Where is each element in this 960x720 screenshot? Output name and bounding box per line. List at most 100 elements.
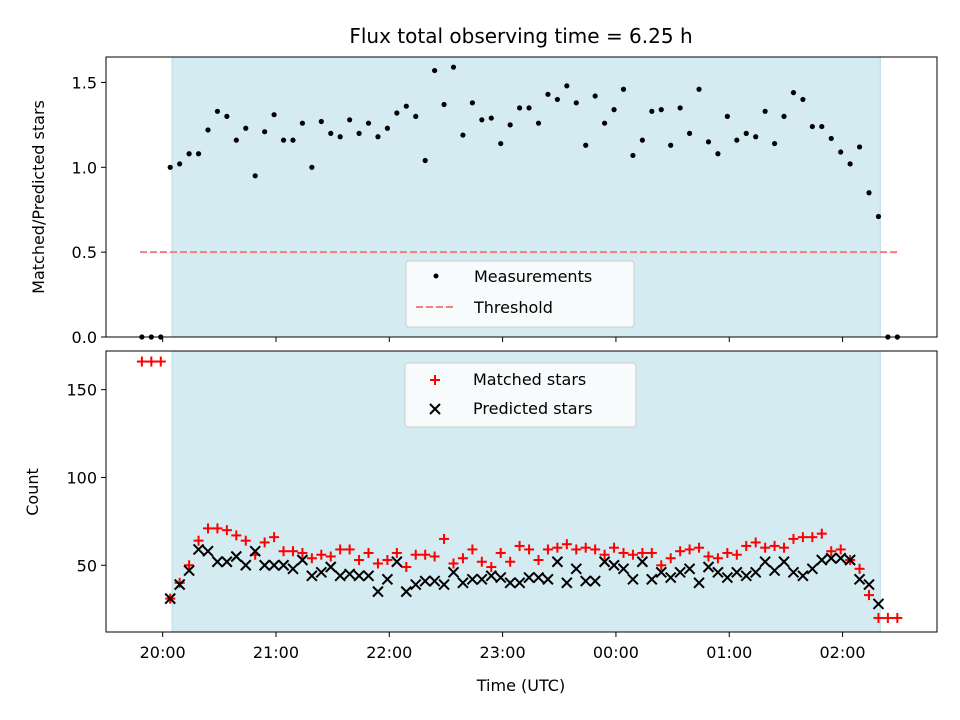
measurement-point [195,151,202,157]
measurement-point [186,151,192,157]
measurement-point [167,164,173,170]
predicted-point [797,570,809,582]
predicted-point [570,563,582,575]
measurement-point [233,137,239,143]
top-legend-box [405,260,635,328]
matched-point [873,612,884,623]
y-tick-label: 150 [66,381,97,400]
matched-point [807,532,818,543]
measurement-point [724,113,730,119]
matched-point [136,356,147,367]
measurement-point [441,101,447,108]
predicted-point [164,592,176,605]
measurement-point [620,86,627,92]
matched-point [882,612,893,623]
measurement-point [573,100,579,106]
matched-point [278,546,289,557]
y-tick-label: 100 [66,468,97,487]
predicted-point [580,575,592,587]
measurement-point [375,134,381,140]
matched-point [259,537,270,548]
measurement-point [847,161,853,167]
legend-predicted-label: Predicted stars [473,399,593,418]
matched-point [240,535,251,546]
bottom-y-axis-label: Count [23,468,42,516]
measurement-point [771,140,778,147]
top-y-axis: 0.0 0.5 1.0 1.5 [72,73,106,347]
predicted-point [759,556,771,568]
matched-point [779,542,790,553]
measurement-point [460,132,466,138]
matched-point [750,537,761,548]
measurement-point [611,107,617,113]
measurement-point [177,161,183,167]
matched-point [363,547,374,558]
x-tick-label: 00:00 [593,643,639,662]
measurement-point [800,96,806,103]
predicted-point [561,577,573,589]
matched-point [155,356,166,367]
matched-point [675,546,686,557]
matched-point [287,546,298,557]
measurement-point [602,120,608,126]
measurement-point [639,137,645,143]
measurement-point [328,130,334,136]
predicted-point [447,566,460,578]
matched-point [561,539,572,550]
measurement-point [564,83,570,89]
predicted-point [476,573,488,586]
measurement-point [875,213,882,220]
matched-point [325,551,336,562]
bottom-axes-frame [105,350,938,633]
measurement-point [394,110,400,116]
predicted-point [749,566,762,578]
matched-point [627,549,638,560]
matched-point [514,540,525,551]
predicted-point [495,571,507,584]
predicted-point [702,561,715,573]
matched-point [372,558,383,569]
matched-point [335,544,346,555]
predicted-point [192,543,205,556]
bottom-y-axis: 50 100 150 [66,381,106,575]
predicted-point [844,554,856,566]
measurement-point [856,144,863,150]
predicted-point [183,564,195,577]
measurement-point [432,67,438,74]
matched-point [495,547,506,558]
predicted-point [542,573,554,586]
predicted-point [712,566,724,578]
measurement-point [309,164,315,170]
legend-matched-marker [430,375,440,385]
matched-point [439,533,450,544]
matched-point [306,553,317,564]
x-tick-label: 02:00 [820,643,866,662]
predicted-point [872,598,885,610]
measurement-point [507,122,513,128]
matched-point [892,612,903,623]
measurement-point [715,151,721,157]
matched-point [684,544,695,555]
predicted-point [325,561,337,573]
predicted-point [372,585,384,598]
top-panel: 0.0 0.5 1.0 1.5 Matched/Predicted stars Mea… [29,56,938,347]
matched-point [769,540,780,551]
measurement-point [224,113,230,119]
y-tick-label: 50 [77,556,97,575]
bottom-x-axis: 20:00 21:00 22:00 23:00 00:00 01:00 02:00 [140,632,866,662]
measurement-point [318,118,324,125]
measurement-point [649,108,655,114]
predicted-point [362,570,375,582]
predicted-point [636,556,649,568]
matched-point [835,544,846,555]
predicted-point [438,578,450,591]
matched-point [401,562,412,573]
matched-point [599,549,610,560]
matched-point [344,544,355,555]
predicted-point [410,578,422,591]
predicted-point [466,573,479,586]
matched-point [542,544,553,555]
predicted-point [513,577,526,589]
chart-title: Flux total observing time = 6.25 h [349,24,692,48]
